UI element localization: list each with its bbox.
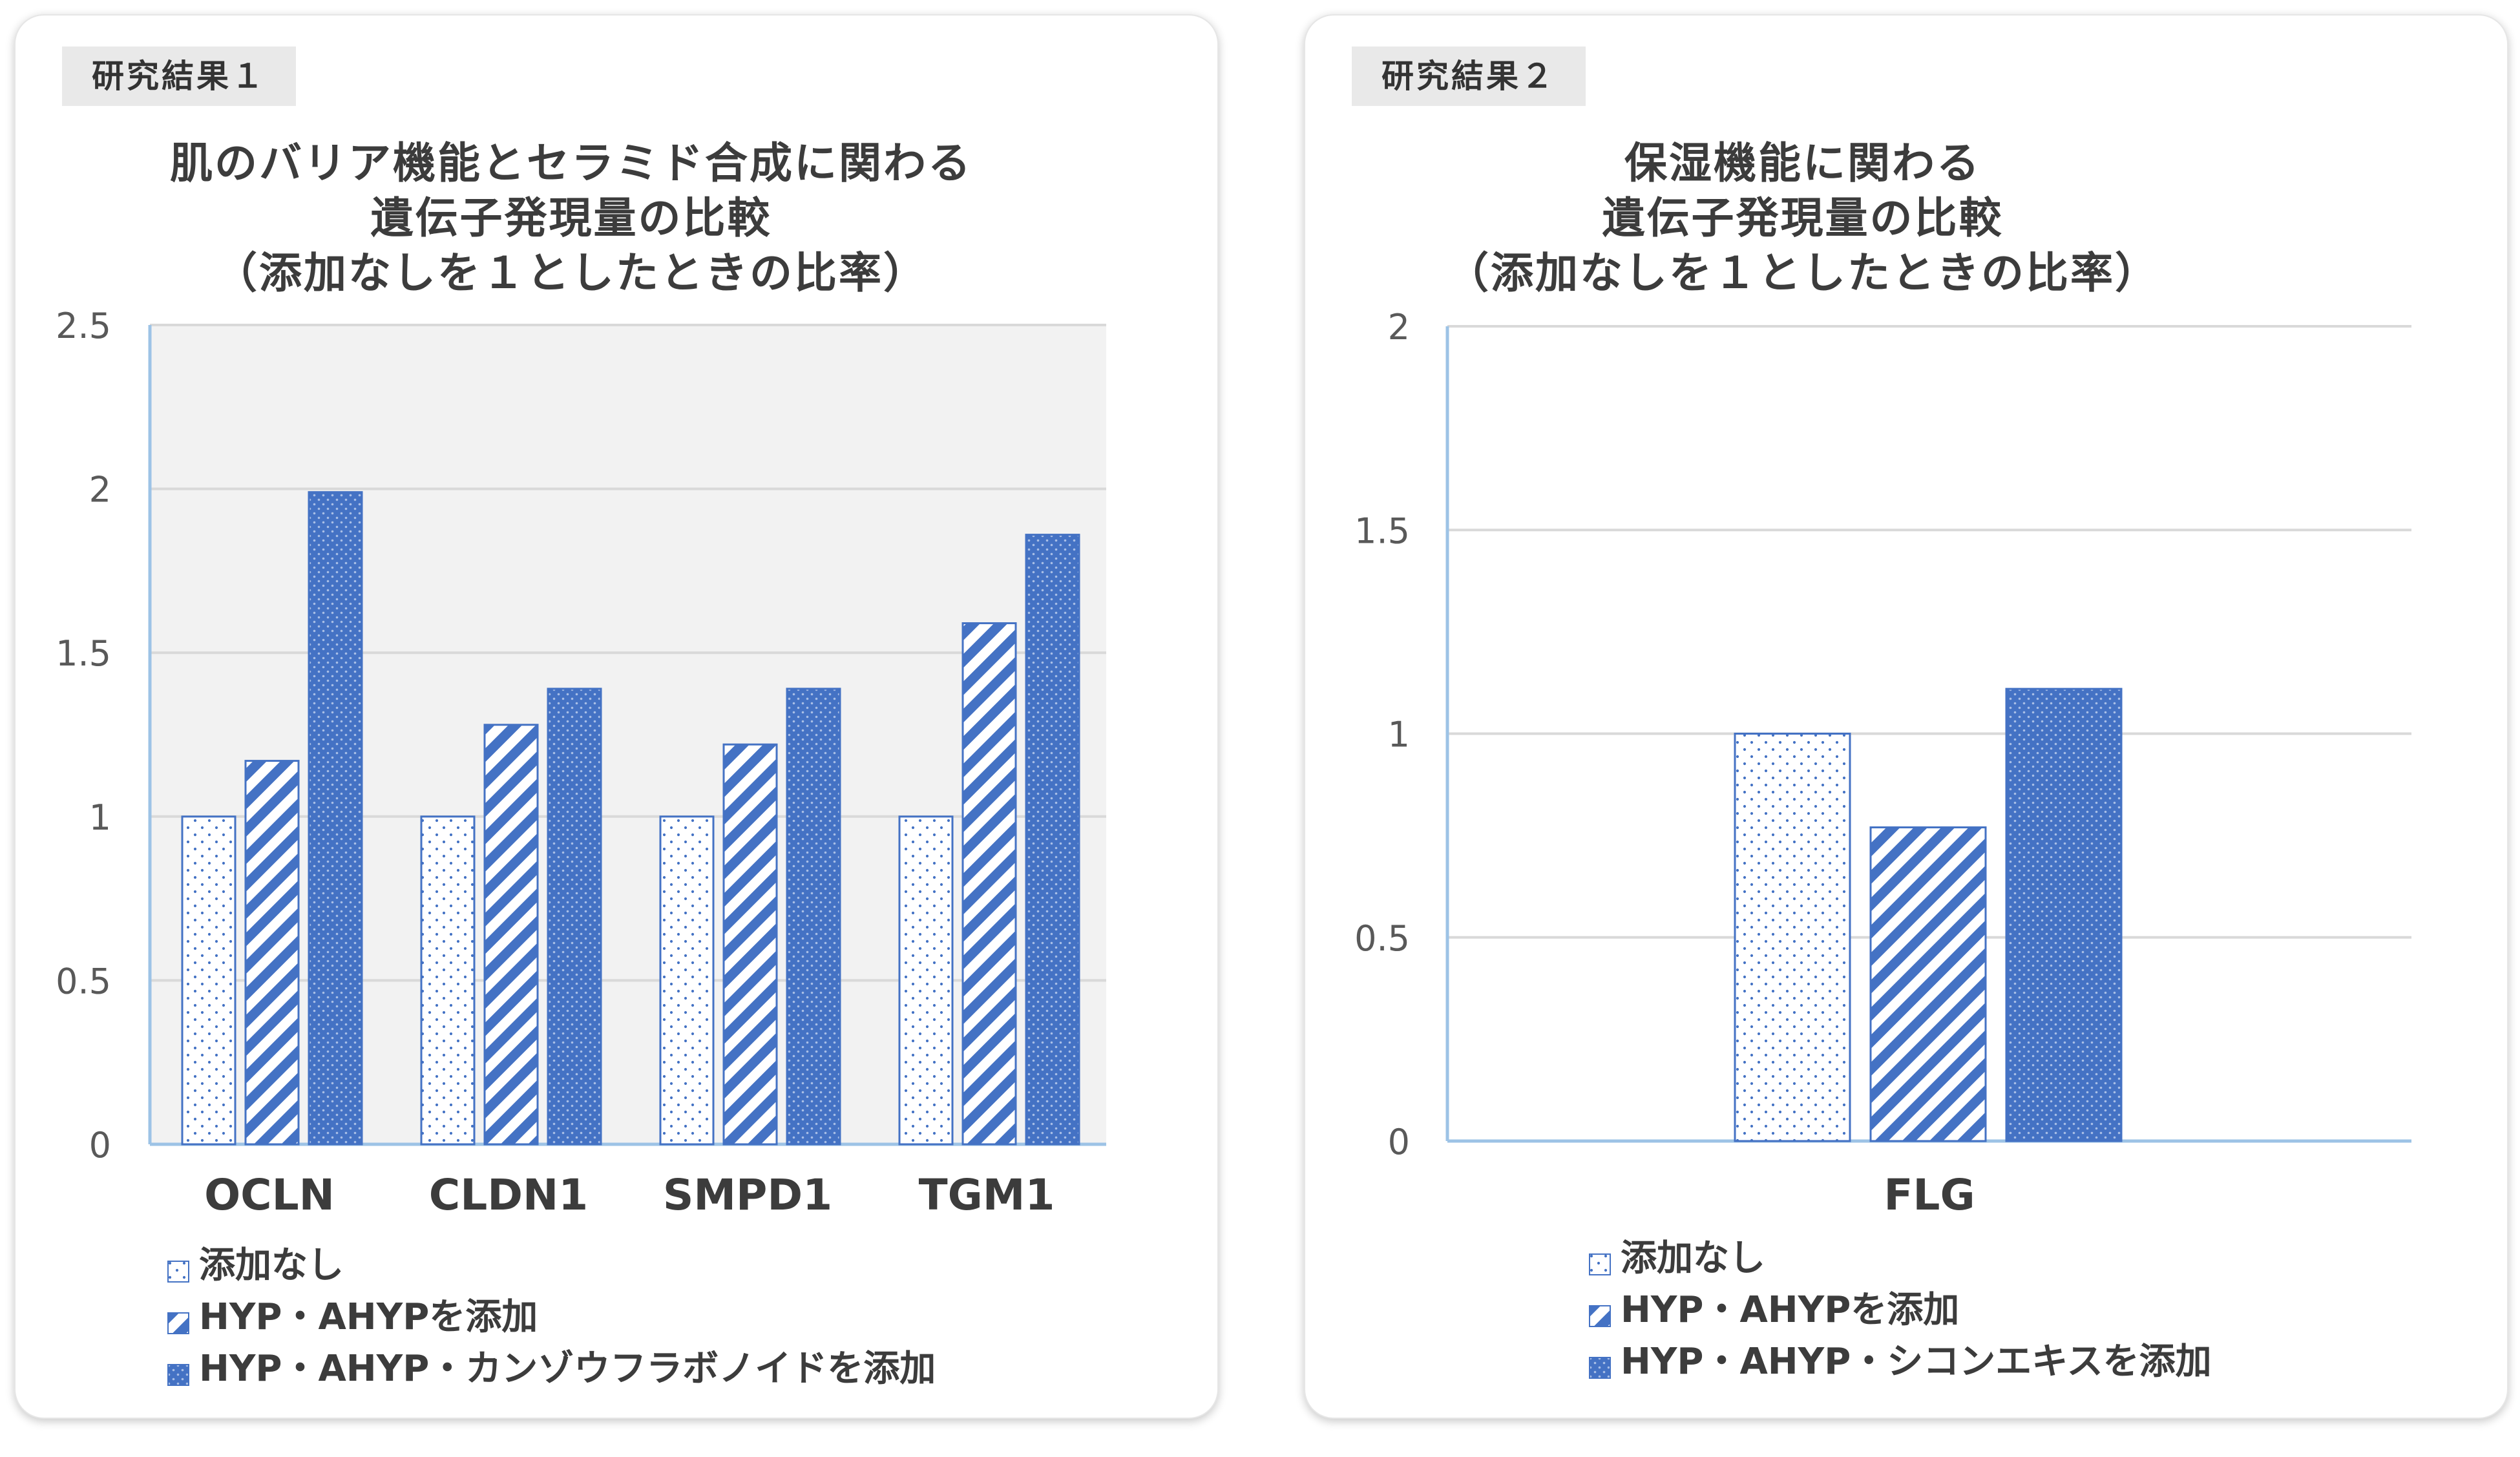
legend-key-solid-icon	[167, 1354, 190, 1386]
bar	[961, 622, 1017, 1146]
y-tick-label: 2	[89, 470, 111, 510]
result-tag: 研究結果１	[62, 47, 296, 106]
bar	[1734, 733, 1851, 1142]
bar	[1025, 534, 1080, 1146]
legend-item-hyp: HYP・AHYPを添加	[1588, 1281, 2212, 1332]
bar	[308, 491, 363, 1146]
chart-title-line: 遺伝子発現量の比較	[1602, 193, 2004, 243]
legend-label: HYP・AHYP・カンゾウフラボノイドを添加	[199, 1347, 936, 1390]
bar	[420, 815, 476, 1146]
bar	[722, 743, 778, 1146]
bar	[1869, 826, 1987, 1142]
y-tick-label: 1	[1388, 715, 1410, 755]
legend-item-none: 添加なし	[167, 1236, 936, 1288]
chart-title-line: 肌のバリア機能とセラミド合成に関わる	[170, 138, 972, 188]
y-tick-label: 2.5	[56, 306, 111, 346]
chart-plot-2: 0 0.5 1 1.5 2 FLG	[1354, 307, 2411, 1220]
legend-key-dots-icon	[1588, 1243, 1612, 1275]
legend-label: 添加なし	[1621, 1237, 1765, 1279]
chart-title-line: （添加なしを１としたときの比率）	[1446, 248, 2159, 298]
y-tick-label: 0.5	[56, 961, 111, 1001]
legend-label: HYP・AHYPを添加	[1621, 1288, 1960, 1331]
legend-item-none: 添加なし	[1588, 1229, 2212, 1281]
y-tick-label: 1.5	[1354, 510, 1410, 551]
legend-label: HYP・AHYP・シコンエキスを添加	[1621, 1340, 2212, 1383]
legend-key-stripes-icon	[167, 1302, 190, 1334]
bar	[2005, 687, 2123, 1142]
chart-title-line: （添加なしを１としたときの比率）	[215, 248, 928, 298]
legend-key-dots-icon	[167, 1250, 190, 1283]
x-tick-label: OCLN	[204, 1170, 335, 1220]
x-tick-label: CLDN1	[429, 1170, 588, 1220]
x-tick-label: SMPD1	[663, 1170, 832, 1220]
chart-title: 肌のバリア機能とセラミド合成に関わる 遺伝子発現量の比較 （添加なしを１としたと…	[0, 136, 1172, 300]
x-tick-label: FLG	[1884, 1170, 1975, 1220]
legend-item-hyp-extract: HYP・AHYP・シコンエキスを添加	[1588, 1332, 2212, 1384]
bar	[244, 760, 300, 1146]
legend-label: 添加なし	[199, 1244, 344, 1286]
bar	[547, 687, 602, 1146]
legend-item-hyp-extract: HYP・AHYP・カンゾウフラボノイドを添加	[167, 1339, 936, 1391]
y-tick-label: 1	[89, 797, 111, 838]
legend-item-hyp: HYP・AHYPを添加	[167, 1288, 936, 1339]
chart-title-line: 保湿機能に関わる	[1624, 138, 1981, 188]
chart-title: 保湿機能に関わる 遺伝子発現量の比較 （添加なしを１としたときの比率）	[1202, 136, 2404, 300]
chart-legend-1: 添加なし HYP・AHYPを添加 HYP・AHYP・カンゾウフラボノイドを添加	[167, 1236, 936, 1391]
bar	[483, 724, 539, 1146]
y-tick-label: 0	[89, 1125, 111, 1166]
chart-legend-2: 添加なし HYP・AHYPを添加 HYP・AHYP・シコンエキスを添加	[1588, 1229, 2212, 1384]
bar	[659, 815, 715, 1146]
y-tick-label: 0.5	[1354, 918, 1410, 959]
y-tick-label: 0	[1388, 1122, 1410, 1162]
legend-key-stripes-icon	[1588, 1295, 1612, 1327]
bar	[898, 815, 954, 1146]
legend-label: HYP・AHYPを添加	[199, 1295, 538, 1338]
chart-plot-1: 0 0.5 1 1.5 2 2.5 OCLN CLDN1 SMPD1 TGM1	[56, 306, 1106, 1220]
result-card-2: 研究結果２ 保湿機能に関わる 遺伝子発現量の比較 （添加なしを１としたときの比率…	[1304, 14, 2508, 1419]
bar	[786, 687, 841, 1146]
legend-key-solid-icon	[1588, 1347, 1612, 1379]
y-tick-label: 1.5	[56, 633, 111, 674]
x-tick-label: TGM1	[919, 1170, 1055, 1220]
result-tag: 研究結果２	[1352, 47, 1586, 106]
y-tick-label: 2	[1388, 307, 1410, 348]
chart-title-line: 遺伝子発現量の比較	[370, 193, 772, 243]
bar	[181, 815, 236, 1146]
